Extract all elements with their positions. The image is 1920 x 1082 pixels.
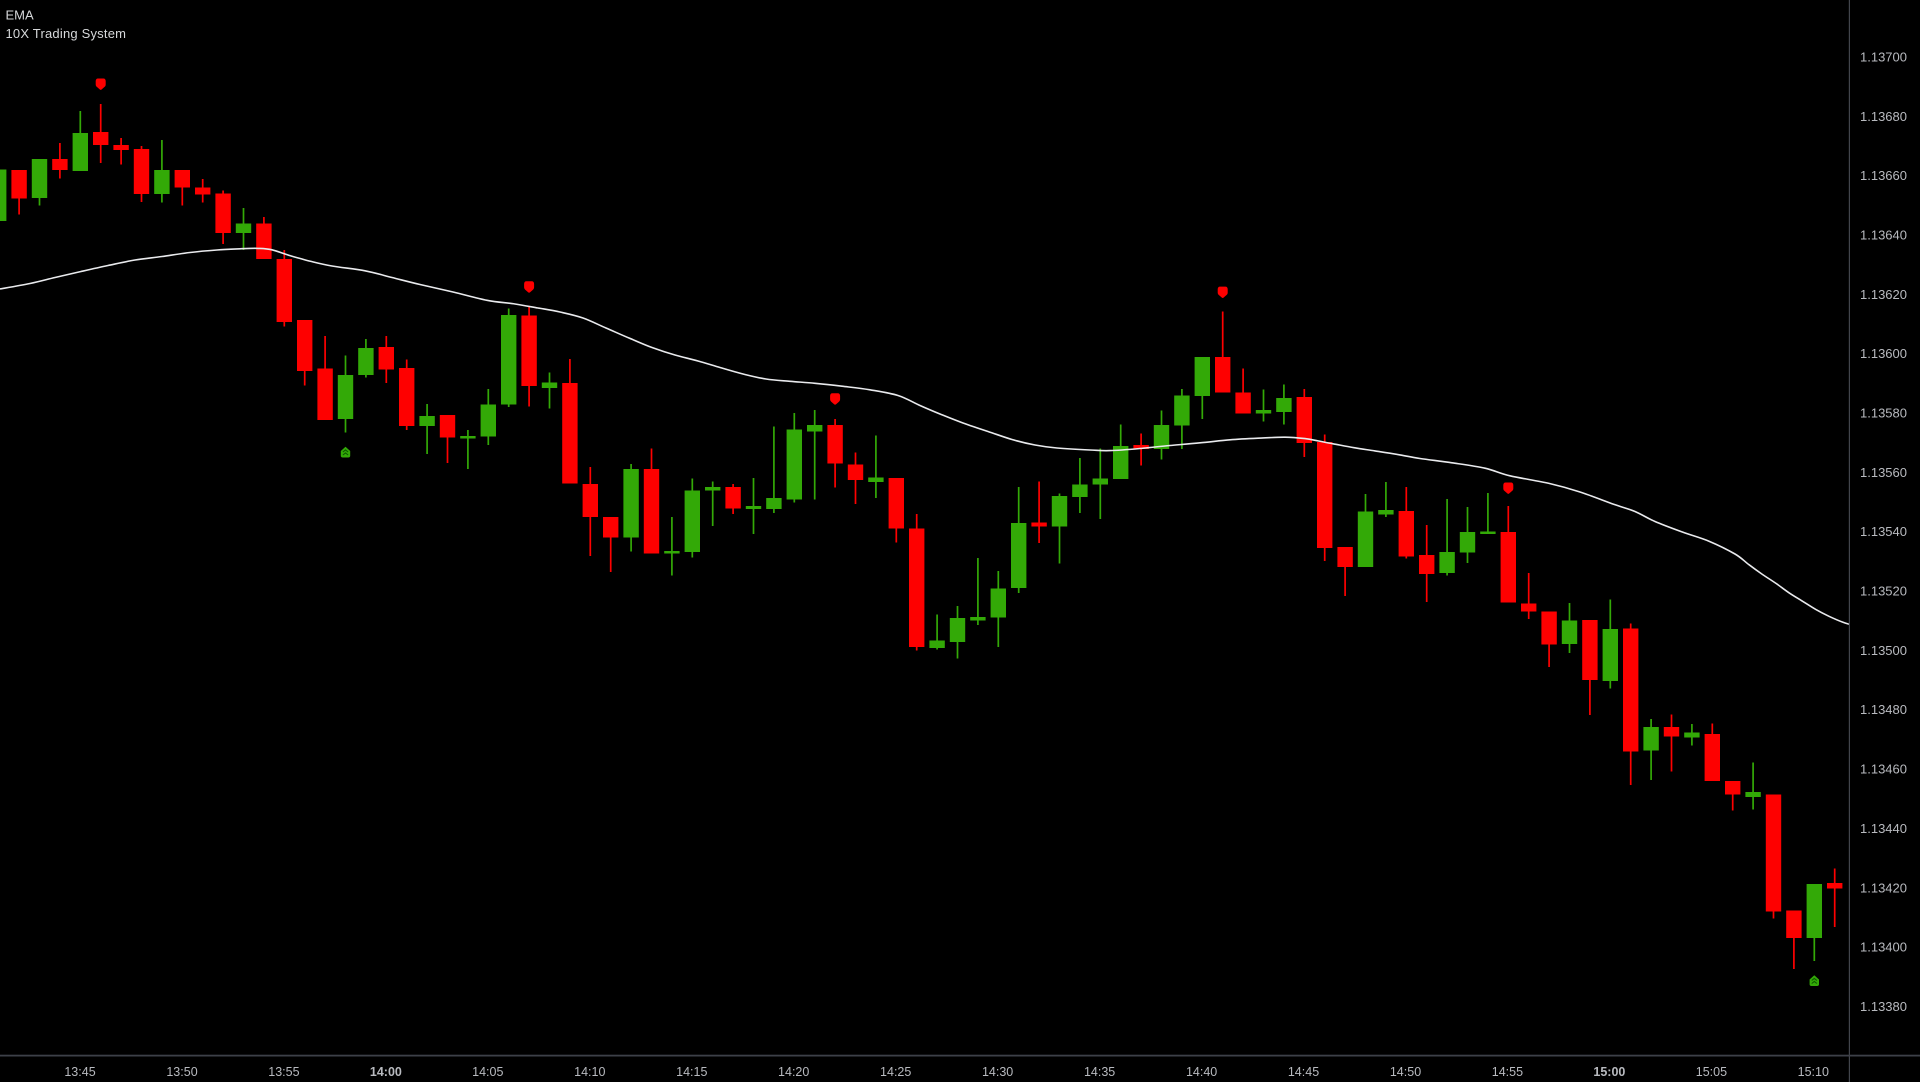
svg-text:1.13380: 1.13380 xyxy=(1860,999,1907,1014)
svg-text:1.13500: 1.13500 xyxy=(1860,643,1907,658)
svg-text:1.13580: 1.13580 xyxy=(1860,406,1907,421)
svg-text:14:50: 14:50 xyxy=(1390,1065,1421,1079)
svg-text:14:05: 14:05 xyxy=(472,1065,503,1079)
svg-text:14:25: 14:25 xyxy=(880,1065,911,1079)
svg-text:15:05: 15:05 xyxy=(1696,1065,1727,1079)
svg-text:14:40: 14:40 xyxy=(1186,1065,1217,1079)
svg-text:1.13680: 1.13680 xyxy=(1860,109,1907,124)
svg-text:14:10: 14:10 xyxy=(574,1065,605,1079)
svg-text:10X Trading System: 10X Trading System xyxy=(6,26,127,41)
svg-text:1.13460: 1.13460 xyxy=(1860,762,1907,777)
svg-text:1.13640: 1.13640 xyxy=(1860,228,1907,243)
svg-text:1.13660: 1.13660 xyxy=(1860,168,1907,183)
svg-text:1.13480: 1.13480 xyxy=(1860,702,1907,717)
svg-text:1.13400: 1.13400 xyxy=(1860,940,1907,955)
svg-text:14:55: 14:55 xyxy=(1492,1065,1523,1079)
svg-text:15:00: 15:00 xyxy=(1593,1065,1625,1079)
svg-text:14:45: 14:45 xyxy=(1288,1065,1319,1079)
svg-text:1.13520: 1.13520 xyxy=(1860,584,1907,599)
svg-text:15:10: 15:10 xyxy=(1798,1065,1829,1079)
svg-text:13:50: 13:50 xyxy=(166,1065,197,1079)
svg-text:1.13420: 1.13420 xyxy=(1860,880,1907,895)
svg-text:14:30: 14:30 xyxy=(982,1065,1013,1079)
svg-text:13:55: 13:55 xyxy=(268,1065,299,1079)
svg-text:14:00: 14:00 xyxy=(370,1065,402,1079)
svg-text:13:45: 13:45 xyxy=(64,1065,95,1079)
svg-text:1.13600: 1.13600 xyxy=(1860,346,1907,361)
svg-text:14:15: 14:15 xyxy=(676,1065,707,1079)
svg-text:1.13560: 1.13560 xyxy=(1860,465,1907,480)
svg-text:EMA: EMA xyxy=(6,8,35,23)
svg-text:1.13620: 1.13620 xyxy=(1860,287,1907,302)
svg-text:14:35: 14:35 xyxy=(1084,1065,1115,1079)
svg-text:1.13700: 1.13700 xyxy=(1860,50,1907,65)
svg-text:1.13540: 1.13540 xyxy=(1860,524,1907,539)
svg-text:14:20: 14:20 xyxy=(778,1065,809,1079)
svg-text:1.13440: 1.13440 xyxy=(1860,821,1907,836)
